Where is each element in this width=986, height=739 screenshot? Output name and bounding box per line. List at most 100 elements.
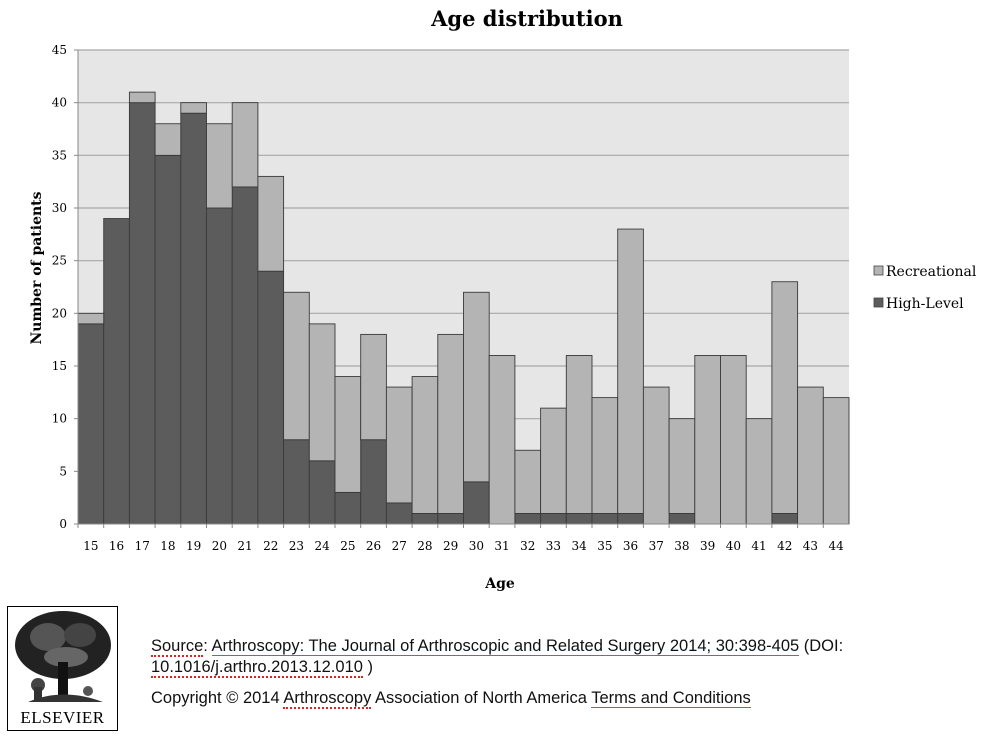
bar-recreational-36 xyxy=(617,228,644,514)
bars xyxy=(77,91,850,525)
x-axis-label: Age xyxy=(484,576,515,592)
x-tick-label: 32 xyxy=(520,539,535,553)
bar-recreational-40 xyxy=(720,355,747,525)
legend: Recreational High-Level xyxy=(873,264,977,312)
bar-recreational-41 xyxy=(745,418,773,525)
terms-link[interactable]: Terms and Conditions xyxy=(591,689,751,708)
bar-high-level-30 xyxy=(463,481,490,525)
x-tick-label: 28 xyxy=(417,539,432,553)
bar-high-level-26 xyxy=(360,439,387,525)
bar-recreational-39 xyxy=(694,355,721,525)
source-label: Source xyxy=(151,637,204,657)
bar-high-level-20 xyxy=(206,207,233,525)
bar-recreational-27 xyxy=(385,386,413,504)
y-tick-label: 10 xyxy=(52,412,67,426)
bar-recreational-29 xyxy=(437,333,464,514)
bar-recreational-37 xyxy=(642,386,670,525)
x-tick-label: 42 xyxy=(777,539,792,553)
bar-high-level-23 xyxy=(283,439,310,525)
x-tick-label: 17 xyxy=(135,539,150,553)
bar-high-level-16 xyxy=(103,218,130,525)
bar-high-level-19 xyxy=(180,112,207,525)
bar-recreational-43 xyxy=(797,386,824,525)
y-tick-label: 30 xyxy=(52,201,67,215)
bar-high-level-21 xyxy=(231,186,259,525)
legend-swatch-recreational xyxy=(873,265,884,276)
journal-link[interactable]: Arthroscopy: The Journal of Arthroscopic… xyxy=(211,637,800,656)
x-tick-label: 36 xyxy=(623,539,638,553)
y-tick-label: 35 xyxy=(52,148,67,162)
bar-recreational-17 xyxy=(128,91,156,104)
y-tick-label: 45 xyxy=(52,43,67,57)
x-tick-label: 33 xyxy=(546,539,561,553)
bar-recreational-38 xyxy=(668,418,696,514)
bar-recreational-24 xyxy=(308,323,336,462)
x-tick-label: 43 xyxy=(803,539,818,553)
x-tick-label: 31 xyxy=(494,539,509,553)
copyright-suffix: Association of North America xyxy=(371,689,592,707)
bar-recreational-28 xyxy=(411,376,439,514)
x-tick-label: 41 xyxy=(751,539,766,553)
x-tick-label: 27 xyxy=(392,539,407,553)
y-tick-labels: 0 5 10 15 20 25 30 35 40 45 xyxy=(52,43,67,531)
legend-label-recreational: Recreational xyxy=(886,264,977,280)
source-line: Source: Arthroscopy: The Journal of Arth… xyxy=(151,636,951,678)
bar-recreational-21 xyxy=(231,102,259,188)
doi-prefix: (DOI: xyxy=(799,637,844,655)
doi-link[interactable]: 10.1016/j.arthro.2013.12.010 xyxy=(151,658,363,678)
x-tick-label: 15 xyxy=(83,539,98,553)
y-tick-label: 0 xyxy=(59,517,67,531)
bar-high-level-17 xyxy=(128,102,156,525)
x-tick-label: 26 xyxy=(366,539,381,553)
x-tick-labels: 15 16 17 18 19 20 21 22 23 24 25 26 27 28 29 30 31 32 33 34… xyxy=(77,524,845,553)
bar-recreational-19 xyxy=(180,102,207,114)
x-tick-label: 34 xyxy=(572,539,588,553)
bar-high-level-15 xyxy=(77,323,105,525)
copyright-org-link[interactable]: Arthroscopy xyxy=(283,689,372,709)
bar-recreational-33 xyxy=(540,407,567,514)
bar-high-level-18 xyxy=(154,154,182,525)
bar-high-level-42 xyxy=(771,513,799,525)
x-tick-label: 24 xyxy=(315,539,331,553)
x-tick-label: 37 xyxy=(649,539,664,553)
bar-recreational-25 xyxy=(334,376,362,493)
bar-recreational-35 xyxy=(591,397,619,514)
x-tick-label: 44 xyxy=(829,539,845,553)
bar-high-level-38 xyxy=(668,513,696,525)
y-tick-label: 15 xyxy=(52,359,67,373)
legend-label-high-level: High-Level xyxy=(886,296,964,312)
bar-recreational-26 xyxy=(360,333,387,441)
y-tick-label: 25 xyxy=(52,254,67,268)
x-tick-label: 22 xyxy=(263,539,278,553)
x-tick-label: 30 xyxy=(469,539,484,553)
bar-recreational-22 xyxy=(257,175,285,272)
x-tick-label: 16 xyxy=(109,539,124,553)
x-tick-label: 40 xyxy=(726,539,741,553)
y-tick-label: 40 xyxy=(52,96,67,110)
elsevier-tree-logo-icon xyxy=(8,607,117,707)
doi-suffix: ) xyxy=(362,658,374,676)
bar-recreational-44 xyxy=(822,397,850,525)
chart-title: Age distribution xyxy=(430,6,623,31)
bar-high-level-25 xyxy=(334,491,362,525)
bar-high-level-22 xyxy=(257,270,285,525)
bar-recreational-32 xyxy=(514,449,542,514)
bar-high-level-33 xyxy=(540,513,567,525)
x-tick-label: 19 xyxy=(186,539,201,553)
copyright-line: Copyright © 2014 Arthroscopy Association… xyxy=(151,688,951,709)
y-axis-label: Number of patients xyxy=(29,191,45,344)
x-tick-label: 25 xyxy=(340,539,355,553)
bar-high-level-32 xyxy=(514,513,542,525)
copyright-prefix: Copyright © 2014 xyxy=(151,689,284,707)
bar-high-level-29 xyxy=(437,513,464,525)
bar-high-level-34 xyxy=(565,513,593,525)
legend-swatch-high-level xyxy=(873,297,884,308)
x-tick-label: 38 xyxy=(674,539,689,553)
x-tick-label: 39 xyxy=(700,539,715,553)
bar-high-level-27 xyxy=(385,502,413,525)
bar-recreational-30 xyxy=(463,291,490,483)
x-tick-label: 29 xyxy=(443,539,458,553)
x-tick-label: 23 xyxy=(289,539,304,553)
elsevier-wordmark: ELSEVIER xyxy=(20,708,105,727)
y-tick-label: 20 xyxy=(52,306,67,320)
